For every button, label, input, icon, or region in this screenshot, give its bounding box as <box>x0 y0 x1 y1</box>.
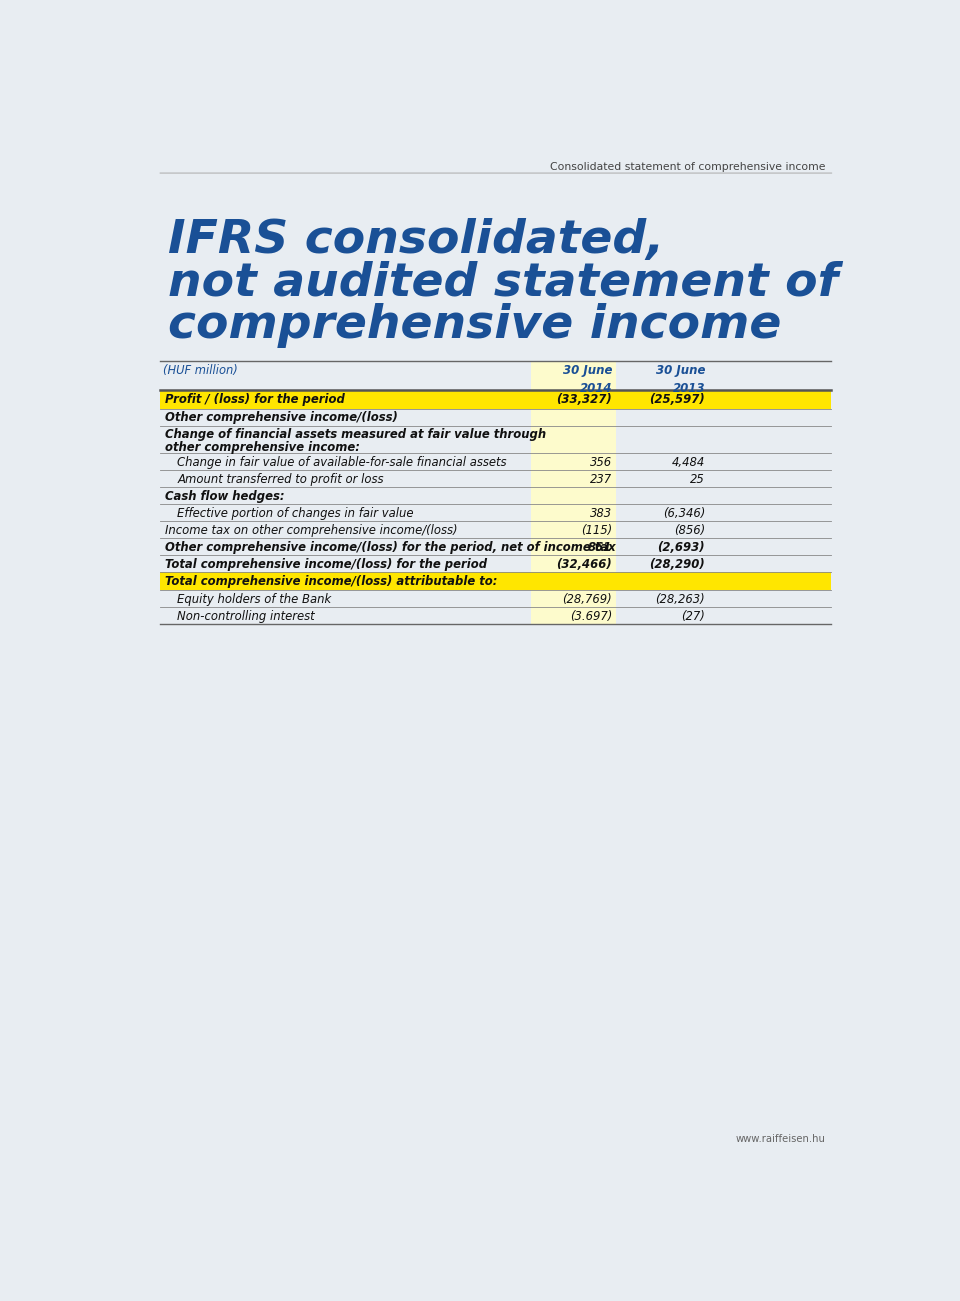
Bar <box>531 470 616 487</box>
Text: Effective portion of changes in fair value: Effective portion of changes in fair val… <box>178 507 414 520</box>
Text: (6,346): (6,346) <box>662 507 706 520</box>
Text: 30 June
2013: 30 June 2013 <box>657 364 706 396</box>
Text: (25,597): (25,597) <box>649 393 706 406</box>
Bar <box>531 425 616 453</box>
Bar <box>160 572 831 591</box>
Text: Non-controlling interest: Non-controlling interest <box>178 610 315 623</box>
Text: www.raiffeisen.hu: www.raiffeisen.hu <box>735 1134 826 1144</box>
Bar <box>531 409 616 425</box>
Text: (856): (856) <box>674 524 706 537</box>
Text: Change in fair value of available-for-sale financial assets: Change in fair value of available-for-sa… <box>178 457 507 470</box>
Text: Income tax on other comprehensive income/(loss): Income tax on other comprehensive income… <box>165 524 458 537</box>
Text: (33,327): (33,327) <box>557 393 612 406</box>
Text: (3.697): (3.697) <box>570 610 612 623</box>
Text: (28,769): (28,769) <box>563 593 612 606</box>
Text: 4,484: 4,484 <box>672 457 706 470</box>
Text: Other comprehensive income/(loss) for the period, net of income tax: Other comprehensive income/(loss) for th… <box>165 541 615 554</box>
Text: Cash flow hedges:: Cash flow hedges: <box>165 490 284 503</box>
Text: (HUF million): (HUF million) <box>163 364 238 377</box>
Bar <box>160 390 831 409</box>
Text: (28,263): (28,263) <box>656 593 706 606</box>
Bar <box>531 539 616 556</box>
Text: Total comprehensive income/(loss) for the period: Total comprehensive income/(loss) for th… <box>165 558 487 571</box>
Text: Profit / (loss) for the period: Profit / (loss) for the period <box>165 393 345 406</box>
Bar <box>531 608 616 624</box>
Text: (2,693): (2,693) <box>658 541 706 554</box>
Text: 237: 237 <box>590 474 612 487</box>
Text: 356: 356 <box>590 457 612 470</box>
Bar <box>531 453 616 470</box>
Text: not audited statement of: not audited statement of <box>168 260 838 306</box>
Bar <box>531 360 616 390</box>
Text: Equity holders of the Bank: Equity holders of the Bank <box>178 593 331 606</box>
Text: Other comprehensive income/(loss): Other comprehensive income/(loss) <box>165 411 397 424</box>
Text: IFRS consolidated,: IFRS consolidated, <box>168 219 664 264</box>
Text: 861: 861 <box>588 541 612 554</box>
Text: (115): (115) <box>581 524 612 537</box>
Bar <box>531 487 616 505</box>
Text: Amount transferred to profit or loss: Amount transferred to profit or loss <box>178 474 384 487</box>
Bar <box>531 591 616 608</box>
Text: comprehensive income: comprehensive income <box>168 303 781 349</box>
Text: Change of financial assets measured at fair value through: Change of financial assets measured at f… <box>165 428 546 441</box>
Text: (28,290): (28,290) <box>649 558 706 571</box>
Text: (32,466): (32,466) <box>557 558 612 571</box>
Text: 30 June
2014: 30 June 2014 <box>564 364 612 396</box>
Bar <box>531 556 616 572</box>
Bar <box>531 522 616 539</box>
Text: 25: 25 <box>690 474 706 487</box>
Text: 383: 383 <box>590 507 612 520</box>
Bar <box>531 505 616 522</box>
Text: other comprehensive income:: other comprehensive income: <box>165 441 360 454</box>
Text: Total comprehensive income/(loss) attributable to:: Total comprehensive income/(loss) attrib… <box>165 575 497 588</box>
Text: (27): (27) <box>682 610 706 623</box>
Text: Consolidated statement of comprehensive income: Consolidated statement of comprehensive … <box>550 163 826 172</box>
